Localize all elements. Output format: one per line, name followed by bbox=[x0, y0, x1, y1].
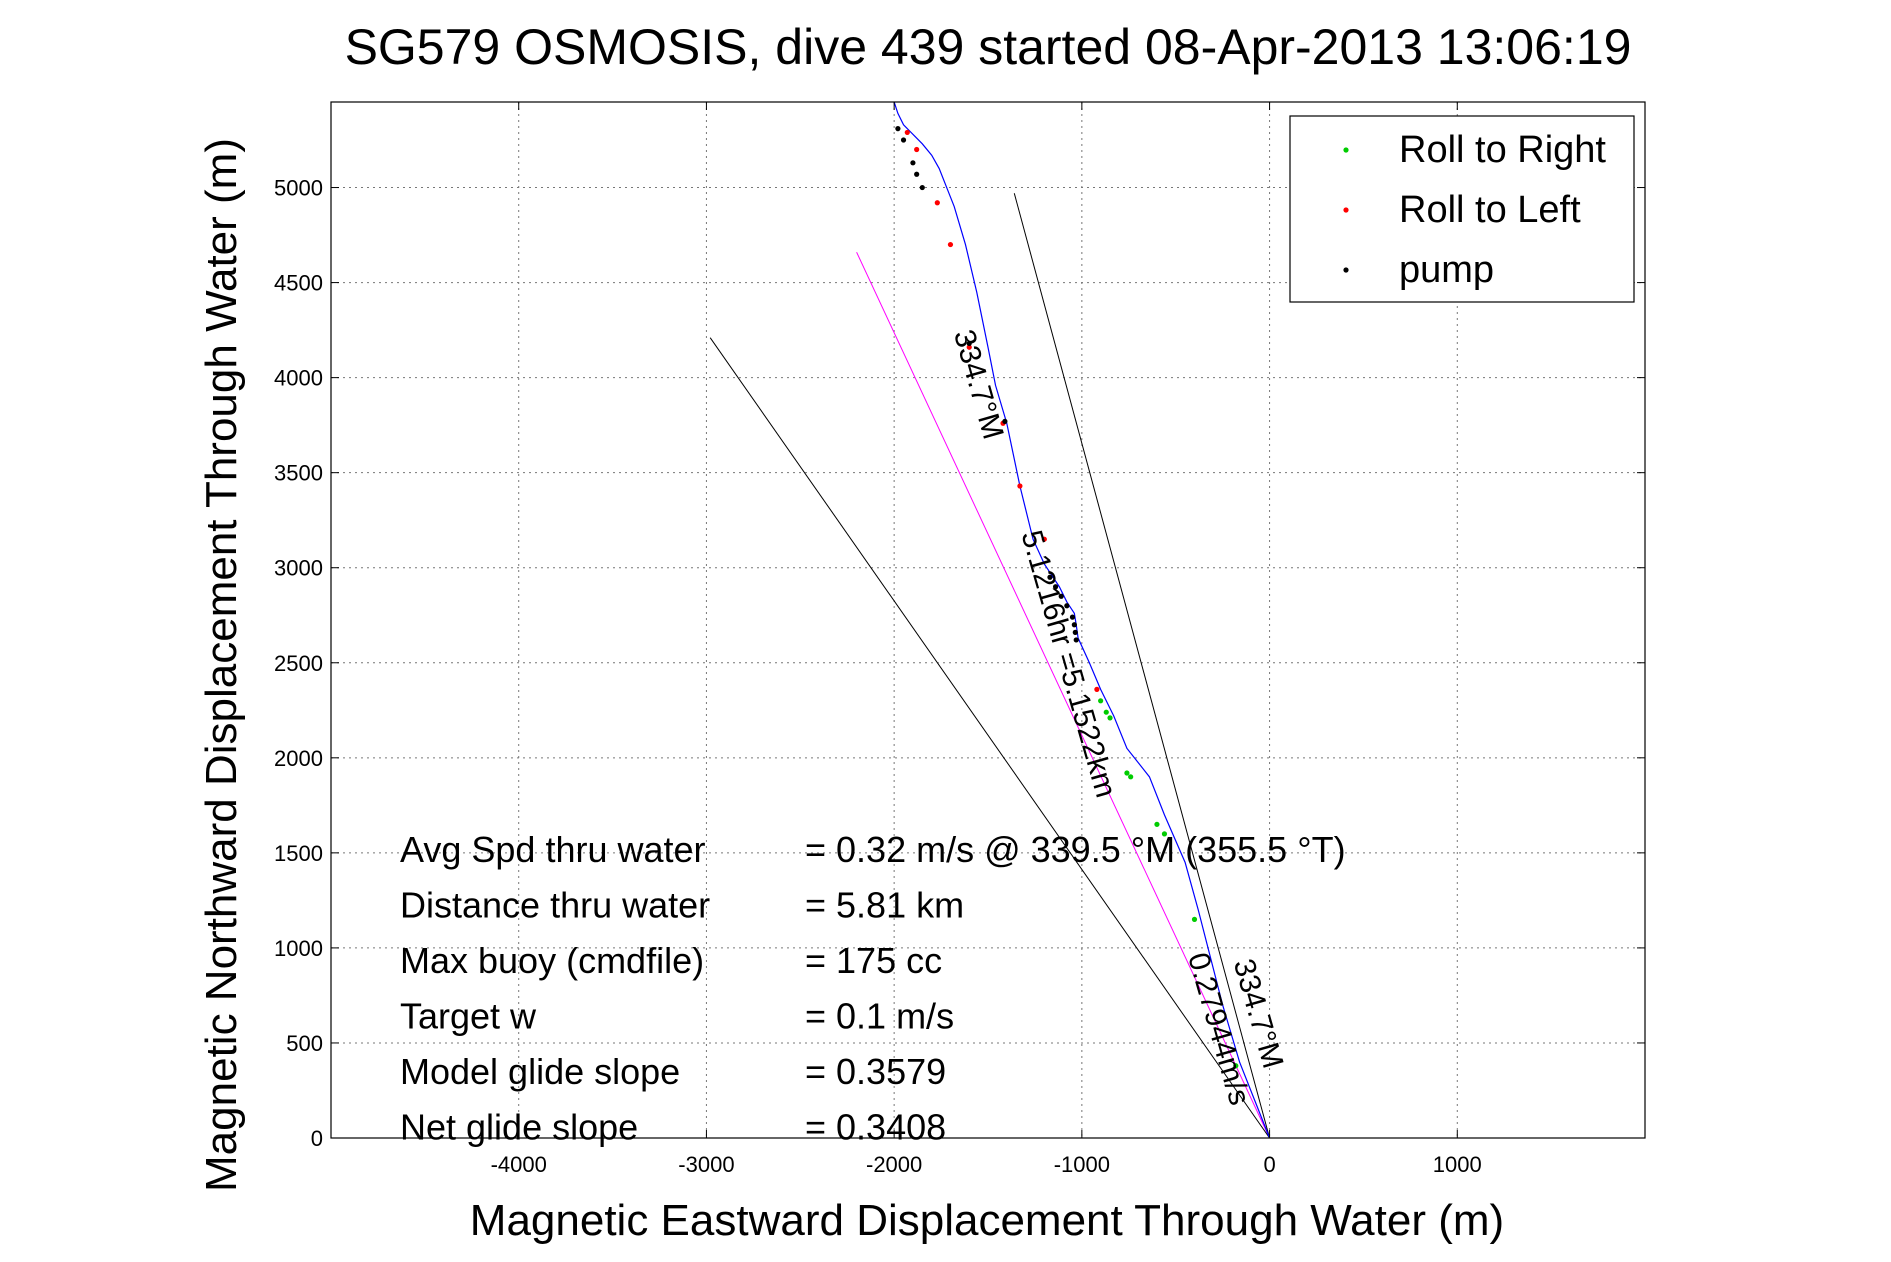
roll-to-left-point bbox=[1017, 483, 1023, 489]
grid bbox=[331, 102, 1645, 1139]
pump-point bbox=[910, 160, 916, 166]
stat-label: Target w bbox=[400, 996, 537, 1037]
roll-to-right-point bbox=[1124, 770, 1130, 776]
x-tick-label: -3000 bbox=[678, 1152, 734, 1177]
x-tick-label: 0 bbox=[1263, 1152, 1275, 1177]
roll-to-left-point bbox=[904, 129, 910, 136]
reference-line bbox=[856, 251, 1271, 1139]
y-tick-label: 2000 bbox=[274, 746, 323, 771]
stat-label: Max buoy (cmdfile) bbox=[400, 940, 704, 981]
stat-label: Distance thru water bbox=[400, 885, 710, 926]
pump-point bbox=[1052, 584, 1059, 590]
stat-label: Model glide slope bbox=[400, 1051, 680, 1092]
stat-value: = 0.32 m/s @ 339.5 °M (355.5 °T) bbox=[805, 829, 1346, 870]
y-tick-label: 3000 bbox=[274, 556, 323, 581]
pump-point bbox=[966, 340, 972, 347]
track-line bbox=[893, 101, 1271, 1139]
roll-to-right-point bbox=[1233, 1063, 1239, 1069]
legend-marker bbox=[1343, 267, 1349, 273]
stat-value: = 175 cc bbox=[805, 940, 942, 981]
stats-annotations: Avg Spd thru water = 0.32 m/s @ 339.5 °M … bbox=[400, 829, 1346, 1148]
series-layer bbox=[893, 101, 1271, 1139]
legend-label: Roll to Right bbox=[1399, 129, 1606, 171]
roll-to-left-point bbox=[966, 344, 972, 350]
roll-to-right-point bbox=[1154, 821, 1160, 827]
x-axis-label: Magnetic Eastward Displacement Through W… bbox=[470, 1196, 1504, 1245]
roll-to-left-point bbox=[934, 200, 940, 206]
legend-label: Roll to Left bbox=[1399, 189, 1581, 231]
y-tick-label: 1000 bbox=[274, 936, 323, 961]
roll-to-right-point bbox=[1161, 831, 1168, 837]
pump-point bbox=[1069, 614, 1076, 620]
x-tick-label: 1000 bbox=[1433, 1152, 1482, 1177]
reference-lines bbox=[709, 193, 1271, 1139]
y-axis-label: Magnetic Northward Displacement Through … bbox=[197, 138, 246, 1192]
roll-to-left-point bbox=[1094, 686, 1100, 692]
roll-to-left-point bbox=[914, 146, 920, 153]
x-tick-label: -2000 bbox=[866, 1152, 922, 1177]
y-tick-label: 500 bbox=[286, 1031, 323, 1056]
y-tick-label: 1500 bbox=[274, 841, 323, 866]
pump-point bbox=[1047, 574, 1053, 580]
legend-label: pump bbox=[1399, 249, 1494, 291]
roll-to-right-point bbox=[1103, 709, 1109, 715]
x-tick-label: -1000 bbox=[1054, 1152, 1110, 1177]
y-tick-label: 2500 bbox=[274, 651, 323, 676]
y-tick-label: 4500 bbox=[274, 271, 323, 296]
reference-line bbox=[709, 337, 1270, 1139]
pump-point bbox=[1073, 637, 1079, 643]
legend-marker bbox=[1343, 207, 1349, 213]
y-tick-label: 5000 bbox=[274, 176, 323, 201]
pump-point bbox=[900, 137, 907, 143]
roll-to-right-point bbox=[1098, 698, 1104, 704]
axis-ticks: -4000 -3000 -2000 -1000 0 1000 0 500 1000 1500 200… bbox=[274, 102, 1645, 1177]
stat-value: = 0.1 m/s bbox=[805, 996, 954, 1037]
y-tick-label: 4000 bbox=[274, 366, 323, 391]
stat-value: = 5.81 km bbox=[805, 885, 964, 926]
plot-frame bbox=[330, 101, 1646, 1139]
roll-to-right-point bbox=[1128, 774, 1134, 780]
x-tick-label: -4000 bbox=[491, 1152, 547, 1177]
roll-to-right-point bbox=[1107, 715, 1113, 721]
chart-title: SG579 OSMOSIS, dive 439 started 08-Apr-2… bbox=[345, 19, 1632, 75]
stat-value: = 0.3579 bbox=[805, 1051, 946, 1092]
roll-to-left-point bbox=[1041, 536, 1047, 542]
pump-point bbox=[1071, 622, 1077, 628]
pump-point bbox=[919, 184, 925, 191]
roll-to-left-point bbox=[947, 241, 954, 248]
pump-point bbox=[1002, 418, 1008, 424]
y-tick-label: 0 bbox=[311, 1126, 323, 1151]
roll-to-right-point bbox=[1191, 916, 1198, 922]
stat-value: = 0.3408 bbox=[805, 1107, 946, 1148]
pump-point bbox=[914, 171, 920, 177]
y-tick-label: 3500 bbox=[274, 461, 323, 486]
pump-point bbox=[1064, 603, 1070, 609]
legend: Roll to Right Roll to Left pump bbox=[1289, 115, 1635, 303]
pump-point bbox=[1072, 629, 1078, 635]
legend-marker bbox=[1343, 147, 1349, 153]
pump-point bbox=[895, 126, 901, 132]
reference-line bbox=[1013, 193, 1271, 1139]
stat-label: Avg Spd thru water bbox=[400, 829, 706, 870]
pump-point bbox=[1058, 593, 1064, 599]
stat-label: Net glide slope bbox=[400, 1107, 638, 1148]
